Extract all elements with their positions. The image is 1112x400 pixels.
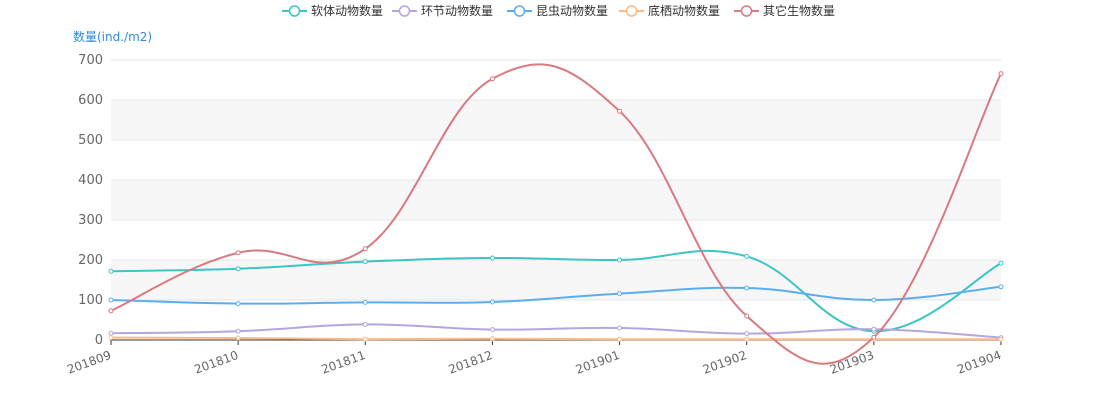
data-point[interactable] (362, 321, 368, 327)
data-point[interactable] (108, 297, 114, 303)
legend-label: 底栖动物数量 (648, 3, 720, 18)
grid-bands (111, 60, 1001, 340)
legend: 软体动物数量 环节动物数量 昆虫动物数量 底栖动物数量 其它生物数量 (282, 3, 835, 18)
data-point[interactable] (744, 336, 750, 342)
legend-marker (625, 5, 638, 17)
data-point[interactable] (871, 297, 877, 303)
grid-band (111, 220, 1001, 260)
data-point[interactable] (744, 313, 750, 319)
data-point[interactable] (998, 336, 1004, 342)
y-tick-label: 200 (78, 253, 103, 268)
x-tick-label: 201902 (701, 348, 749, 377)
data-point[interactable] (744, 331, 750, 337)
data-point[interactable] (489, 255, 495, 261)
series-3 (108, 335, 1004, 342)
y-tick-label: 300 (78, 213, 103, 228)
data-point[interactable] (235, 301, 241, 307)
legend-label: 环节动物数量 (421, 3, 493, 18)
data-point[interactable] (362, 299, 368, 305)
x-tick-label: 201811 (319, 348, 367, 377)
data-point[interactable] (108, 335, 114, 341)
data-point[interactable] (617, 325, 623, 331)
x-tick-label: 201901 (574, 348, 622, 377)
legend-item[interactable]: 软体动物数量 (282, 3, 383, 18)
legend-item[interactable]: 昆虫动物数量 (507, 3, 608, 18)
data-point[interactable] (235, 250, 241, 256)
data-point[interactable] (744, 253, 750, 259)
data-point[interactable] (744, 285, 750, 291)
legend-item[interactable]: 底栖动物数量 (619, 3, 720, 18)
x-axis: 201809 201810 201811 201812 201901 201902 2019… (65, 339, 1003, 377)
series-group (108, 63, 1004, 365)
data-point[interactable] (108, 308, 114, 314)
data-point[interactable] (489, 336, 495, 342)
series-line (110, 323, 1002, 339)
x-tick-label: 201810 (192, 348, 240, 377)
legend-label: 昆虫动物数量 (536, 3, 608, 18)
y-axis: 0 100 200 300 400 500 600 700 (78, 53, 103, 348)
data-point[interactable] (362, 246, 368, 252)
legend-marker (513, 5, 526, 17)
data-point[interactable] (235, 328, 241, 334)
series-line (110, 336, 1001, 341)
legend-marker (740, 5, 753, 17)
legend-label: 软体动物数量 (311, 3, 383, 18)
data-point[interactable] (108, 330, 114, 336)
data-point[interactable] (362, 336, 368, 342)
y-tick-label: 700 (78, 53, 103, 68)
data-point[interactable] (998, 260, 1004, 266)
data-point[interactable] (235, 335, 241, 341)
data-point[interactable] (489, 327, 495, 333)
grid-band (111, 100, 1001, 140)
x-tick-label: 201812 (447, 348, 495, 377)
legend-item[interactable]: 环节动物数量 (392, 3, 493, 18)
series-4 (108, 63, 1004, 365)
legend-label: 其它生物数量 (763, 3, 835, 18)
legend-marker (398, 5, 411, 17)
grid-band (111, 180, 1001, 220)
data-point[interactable] (871, 326, 877, 332)
series-1 (108, 321, 1004, 341)
data-point[interactable] (617, 291, 623, 297)
data-point[interactable] (998, 284, 1004, 290)
data-point[interactable] (871, 334, 877, 340)
data-point[interactable] (998, 71, 1004, 77)
x-tick-label: 201809 (65, 348, 113, 377)
series-line (110, 285, 1002, 305)
y-tick-label: 400 (78, 173, 103, 188)
y-tick-label: 0 (95, 333, 103, 348)
grid-band (111, 140, 1001, 180)
data-point[interactable] (489, 76, 495, 82)
y-tick-label: 500 (78, 133, 103, 148)
data-point[interactable] (235, 266, 241, 272)
grid-band (111, 300, 1001, 340)
legend-marker (288, 5, 301, 17)
data-point[interactable] (617, 336, 623, 342)
data-point[interactable] (108, 268, 114, 274)
data-point[interactable] (617, 257, 623, 263)
y-tick-label: 600 (78, 93, 103, 108)
data-point[interactable] (362, 259, 368, 265)
series-line (110, 249, 1002, 333)
legend-item[interactable]: 其它生物数量 (734, 3, 835, 18)
data-point[interactable] (617, 108, 623, 114)
grid-band (111, 260, 1001, 300)
series-2 (108, 284, 1004, 307)
data-point[interactable] (489, 299, 495, 305)
y-axis-label: 数量(ind./m2) (73, 29, 152, 44)
x-tick-label: 201904 (955, 348, 1003, 377)
y-tick-label: 100 (78, 293, 103, 308)
